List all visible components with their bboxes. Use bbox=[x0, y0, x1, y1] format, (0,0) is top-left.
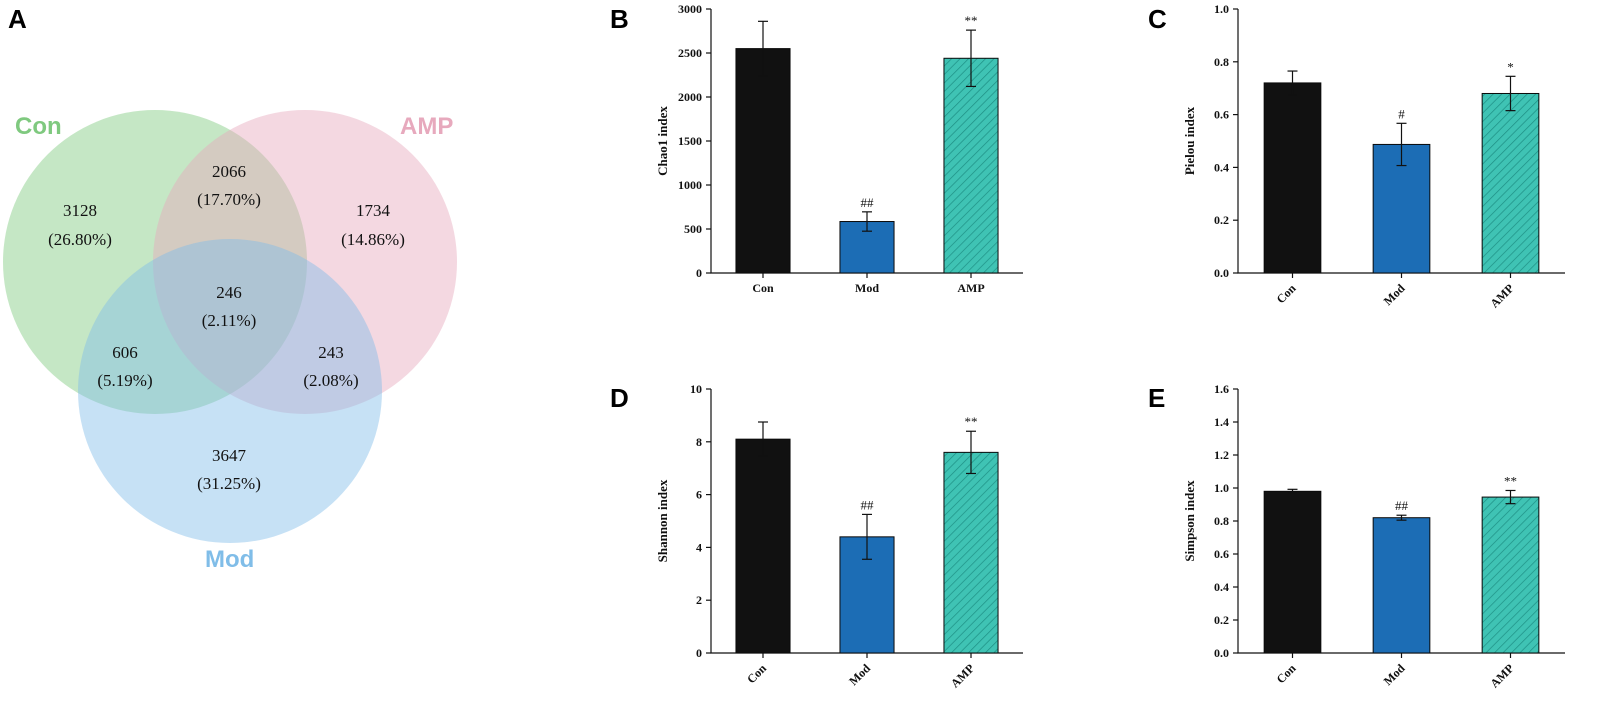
y-tick-label: 1.0 bbox=[1214, 481, 1229, 495]
significance-marker: ## bbox=[861, 195, 875, 210]
y-tick-label: 1.6 bbox=[1214, 382, 1229, 396]
significance-marker: * bbox=[1507, 59, 1514, 74]
y-tick-label: 0.2 bbox=[1214, 613, 1229, 627]
y-tick-label: 1.4 bbox=[1214, 415, 1229, 429]
y-axis-label: Pielou index bbox=[1182, 106, 1197, 175]
x-tick-label: Con bbox=[1274, 661, 1299, 686]
y-tick-label: 4 bbox=[696, 540, 702, 554]
significance-marker: ** bbox=[965, 13, 978, 28]
bar-amp bbox=[1481, 92, 1540, 274]
y-tick-label: 0.8 bbox=[1214, 514, 1229, 528]
x-tick-label: Con bbox=[744, 661, 769, 686]
y-tick-label: 0.8 bbox=[1214, 55, 1229, 69]
venn-pct-con-only: (26.80%) bbox=[48, 230, 112, 249]
panel-letter-a: A bbox=[8, 4, 27, 34]
y-tick-label: 1500 bbox=[678, 134, 702, 148]
venn-label-con: Con bbox=[15, 113, 62, 140]
venn-count-con-only: 3128 bbox=[63, 201, 97, 220]
y-axis-label: Chao1 index bbox=[655, 106, 670, 176]
y-tick-label: 2500 bbox=[678, 46, 702, 60]
x-tick-label: Con bbox=[752, 281, 774, 295]
venn-label-mod: Mod bbox=[205, 546, 254, 573]
shannon-chart: 0 2 4 6 8 10 Shannon index Con ## Mod ** AMP bbox=[655, 382, 1023, 690]
simpson-chart: 0.0 0.2 0.4 0.6 0.8 1.0 1.2 1.4 1.6 Simpson index… bbox=[1182, 382, 1565, 690]
bar-amp bbox=[943, 57, 999, 274]
venn-pct-amp-only: (14.86%) bbox=[341, 230, 405, 249]
y-tick-label: 1.2 bbox=[1214, 448, 1229, 462]
bar-amp bbox=[943, 451, 999, 654]
x-tick-label: Mod bbox=[1381, 661, 1408, 688]
venn-panel: A Con AMP Mod 3128 (26.80%) 2066 (17.70%… bbox=[3, 4, 457, 573]
y-tick-label: 0.0 bbox=[1214, 266, 1229, 280]
bar-con bbox=[1263, 490, 1322, 654]
pielou-chart: 0.0 0.2 0.4 0.6 0.8 1.0 Pielou index Con # Mod * AM… bbox=[1182, 2, 1565, 310]
y-tick-label: 0.2 bbox=[1214, 213, 1229, 227]
venn-pct-amp-mod: (2.08%) bbox=[303, 371, 358, 390]
y-tick-label: 8 bbox=[696, 435, 702, 449]
y-tick-label: 2 bbox=[696, 593, 702, 607]
y-tick-label: 2000 bbox=[678, 90, 702, 104]
y-tick-label: 1000 bbox=[678, 178, 702, 192]
venn-circle-mod bbox=[78, 239, 382, 543]
y-axis-label: Simpson index bbox=[1182, 480, 1197, 562]
bar-con bbox=[735, 438, 791, 654]
y-tick-label: 0.4 bbox=[1214, 580, 1229, 594]
y-tick-label: 0.0 bbox=[1214, 646, 1229, 660]
x-tick-label: Con bbox=[1274, 281, 1299, 306]
x-tick-label: Mod bbox=[855, 281, 879, 295]
y-tick-label: 10 bbox=[690, 382, 702, 396]
bar-con bbox=[1263, 82, 1322, 274]
panel-letter-b: B bbox=[610, 4, 629, 34]
venn-circle-con bbox=[3, 110, 307, 414]
y-tick-label: 6 bbox=[696, 488, 702, 502]
panel-letter-e: E bbox=[1148, 383, 1165, 413]
y-tick-label: 1.0 bbox=[1214, 2, 1229, 16]
x-tick-label: AMP bbox=[957, 281, 984, 295]
x-tick-label: Mod bbox=[1381, 281, 1408, 308]
venn-pct-con-mod: (5.19%) bbox=[97, 371, 152, 390]
chao1-chart: 0 500 1000 1500 2000 2500 3000 Chao1 index Con ##… bbox=[655, 2, 1023, 295]
x-tick-label: AMP bbox=[1487, 281, 1516, 310]
bar-con bbox=[735, 48, 791, 274]
venn-count-con-amp: 2066 bbox=[212, 162, 246, 181]
venn-pct-con-amp: (17.70%) bbox=[197, 190, 261, 209]
venn-count-all: 246 bbox=[216, 283, 242, 302]
x-tick-label: Mod bbox=[846, 661, 873, 688]
y-tick-label: 3000 bbox=[678, 2, 702, 16]
venn-circle-amp bbox=[153, 110, 457, 414]
panel-letter-c: C bbox=[1148, 4, 1167, 34]
venn-count-con-mod: 606 bbox=[112, 343, 138, 362]
venn-label-amp: AMP bbox=[400, 113, 453, 140]
y-axis-label: Shannon index bbox=[655, 479, 670, 562]
panel-letter-d: D bbox=[610, 383, 629, 413]
venn-count-amp-only: 1734 bbox=[356, 201, 391, 220]
significance-marker: ## bbox=[1395, 498, 1409, 513]
x-tick-label: AMP bbox=[1487, 661, 1516, 690]
bar-amp bbox=[1481, 496, 1540, 654]
y-tick-label: 0 bbox=[696, 266, 702, 280]
significance-marker: ## bbox=[861, 497, 875, 512]
venn-pct-mod-only: (31.25%) bbox=[197, 474, 261, 493]
y-tick-label: 500 bbox=[684, 222, 702, 236]
y-tick-label: 0 bbox=[696, 646, 702, 660]
significance-marker: ** bbox=[965, 414, 978, 429]
y-tick-label: 0.6 bbox=[1214, 547, 1229, 561]
significance-marker: # bbox=[1398, 106, 1405, 121]
bar-mod bbox=[1372, 517, 1431, 654]
y-tick-label: 0.4 bbox=[1214, 160, 1229, 174]
venn-count-mod-only: 3647 bbox=[212, 446, 247, 465]
significance-marker: ** bbox=[1504, 473, 1517, 488]
venn-count-amp-mod: 243 bbox=[318, 343, 344, 362]
venn-pct-all: (2.11%) bbox=[202, 311, 257, 330]
y-tick-label: 0.6 bbox=[1214, 108, 1229, 122]
x-tick-label: AMP bbox=[948, 661, 977, 690]
